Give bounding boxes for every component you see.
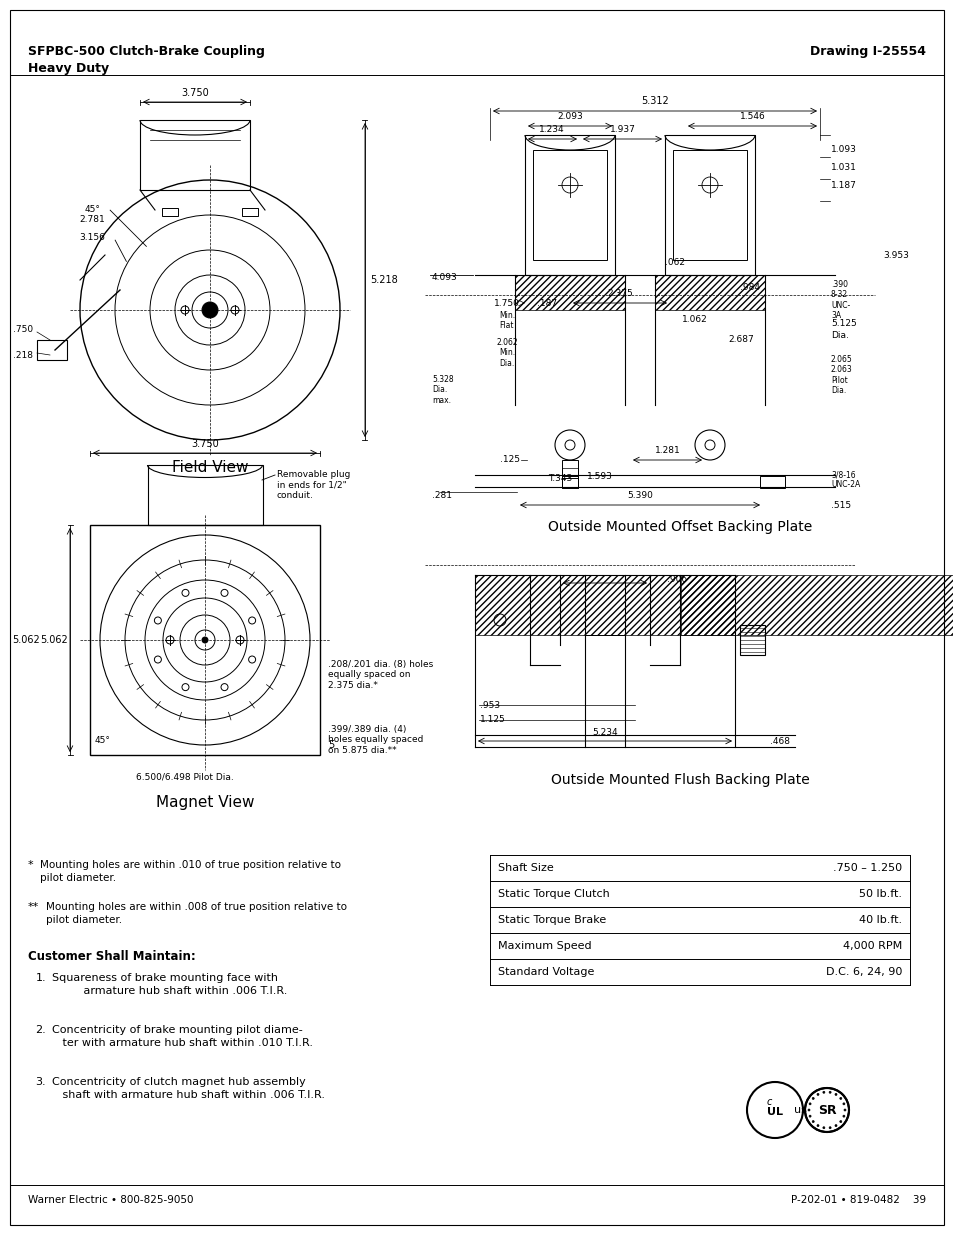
Text: 1.031: 1.031 xyxy=(830,163,856,172)
Circle shape xyxy=(202,637,208,643)
Text: .218: .218 xyxy=(13,351,33,359)
Text: 40 lb.ft.: 40 lb.ft. xyxy=(858,915,901,925)
Text: Field View: Field View xyxy=(172,459,248,475)
Text: .187: .187 xyxy=(537,299,557,308)
Text: Mounting holes are within .008 of true position relative to
pilot diameter.: Mounting holes are within .008 of true p… xyxy=(46,902,347,925)
Bar xyxy=(37,340,67,359)
Text: UL: UL xyxy=(766,1107,782,1116)
Text: Dia.: Dia. xyxy=(830,331,848,340)
Bar xyxy=(140,120,250,190)
Text: 1.750: 1.750 xyxy=(494,299,519,308)
Bar xyxy=(664,135,754,275)
Text: 2.: 2. xyxy=(35,1025,46,1035)
Bar xyxy=(524,135,615,275)
Text: 1.187: 1.187 xyxy=(830,180,856,189)
Text: us: us xyxy=(793,1105,805,1115)
Circle shape xyxy=(822,1092,824,1093)
Text: 1.125: 1.125 xyxy=(479,715,505,725)
Text: Concentricity of clutch magnet hub assembly
   shaft with armature hub shaft wit: Concentricity of clutch magnet hub assem… xyxy=(52,1077,325,1100)
Text: 1.546: 1.546 xyxy=(739,112,764,121)
Circle shape xyxy=(808,1103,810,1105)
Text: .953: .953 xyxy=(479,700,499,709)
Text: 2.093: 2.093 xyxy=(557,112,582,121)
Text: Squareness of brake mounting face with
         armature hub shaft within .006 T: Squareness of brake mounting face with a… xyxy=(52,973,287,997)
Text: .984: .984 xyxy=(740,283,760,291)
Text: .125: .125 xyxy=(499,456,519,464)
Circle shape xyxy=(842,1103,844,1105)
Text: .281: .281 xyxy=(432,490,452,499)
Text: 5.218: 5.218 xyxy=(370,275,397,285)
Text: SR: SR xyxy=(817,1104,836,1116)
Text: SFPBC-500 Clutch-Brake Coupling: SFPBC-500 Clutch-Brake Coupling xyxy=(28,44,265,58)
Bar xyxy=(740,625,764,655)
Circle shape xyxy=(843,1109,845,1112)
Text: 5.125: 5.125 xyxy=(830,319,856,327)
Text: 3.953: 3.953 xyxy=(882,251,908,259)
Circle shape xyxy=(811,1098,813,1099)
Text: 1.937: 1.937 xyxy=(609,125,635,135)
Text: 2.062
Min.
Dia.: 2.062 Min. Dia. xyxy=(496,338,517,368)
Bar xyxy=(672,149,746,261)
Text: D.C. 6, 24, 90: D.C. 6, 24, 90 xyxy=(824,967,901,977)
Text: .390
8-32
UNC-
3A: .390 8-32 UNC- 3A xyxy=(830,280,849,320)
Text: 5.234: 5.234 xyxy=(592,727,618,737)
Circle shape xyxy=(807,1109,809,1112)
Text: 1.281: 1.281 xyxy=(654,446,679,454)
Text: 45°: 45° xyxy=(95,736,111,745)
Circle shape xyxy=(816,1125,818,1126)
Text: .515: .515 xyxy=(830,500,850,510)
Circle shape xyxy=(834,1093,836,1095)
Text: P-202-01 • 819-0482    39: P-202-01 • 819-0482 39 xyxy=(790,1195,925,1205)
Text: .906: .906 xyxy=(666,574,686,583)
Text: 1.: 1. xyxy=(35,973,46,983)
Bar xyxy=(242,207,257,216)
Text: 4,000 RPM: 4,000 RPM xyxy=(841,941,901,951)
Text: Standard Voltage: Standard Voltage xyxy=(497,967,594,977)
Bar xyxy=(533,149,606,261)
Text: 3/8-16
UNC-2A: 3/8-16 UNC-2A xyxy=(830,471,860,489)
Text: 45°: 45° xyxy=(85,205,101,214)
Text: 3.750: 3.750 xyxy=(181,88,209,98)
Text: Shaft Size: Shaft Size xyxy=(497,863,553,873)
Text: .750 – 1.250: .750 – 1.250 xyxy=(832,863,901,873)
Text: 2.375: 2.375 xyxy=(606,289,632,298)
Circle shape xyxy=(839,1120,841,1123)
Text: 5: 5 xyxy=(328,740,334,750)
Bar xyxy=(162,207,178,216)
Bar xyxy=(655,275,764,310)
Text: 5.062: 5.062 xyxy=(12,635,40,645)
Text: Min.: Min. xyxy=(498,310,515,320)
Text: .208/.201 dia. (8) holes
equally spaced on
2.375 dia.*: .208/.201 dia. (8) holes equally spaced … xyxy=(328,659,433,690)
Text: 5.328
Dia.
max.: 5.328 Dia. max. xyxy=(432,375,453,405)
Text: 5.312: 5.312 xyxy=(640,96,668,106)
Text: Static Torque Clutch: Static Torque Clutch xyxy=(497,889,609,899)
Text: 3.156: 3.156 xyxy=(79,233,105,242)
Text: T.343: T.343 xyxy=(547,474,572,483)
Text: Removable plug
in ends for 1/2"
conduit.: Removable plug in ends for 1/2" conduit. xyxy=(276,471,350,500)
Bar xyxy=(680,576,734,635)
Text: Mounting holes are within .010 of true position relative to
pilot diameter.: Mounting holes are within .010 of true p… xyxy=(40,860,340,883)
Text: 50 lb.ft.: 50 lb.ft. xyxy=(858,889,901,899)
Text: Maximum Speed: Maximum Speed xyxy=(497,941,591,951)
Text: 4.093: 4.093 xyxy=(432,273,457,282)
Text: Heavy Duty: Heavy Duty xyxy=(28,62,109,75)
Text: .399/.389 dia. (4)
holes equally spaced
on 5.875 dia.**: .399/.389 dia. (4) holes equally spaced … xyxy=(328,725,423,755)
Text: Flat: Flat xyxy=(499,321,514,330)
Text: 2.781: 2.781 xyxy=(79,215,105,224)
Text: .750: .750 xyxy=(12,326,33,335)
Text: Magnet View: Magnet View xyxy=(155,795,254,810)
Text: 5.390: 5.390 xyxy=(626,492,652,500)
Text: Warner Electric • 800-825-9050: Warner Electric • 800-825-9050 xyxy=(28,1195,193,1205)
Circle shape xyxy=(202,303,218,317)
Text: 3.: 3. xyxy=(35,1077,46,1087)
Text: c: c xyxy=(765,1097,771,1107)
Text: Concentricity of brake mounting pilot diame-
   ter with armature hub shaft with: Concentricity of brake mounting pilot di… xyxy=(52,1025,313,1049)
Circle shape xyxy=(816,1093,818,1095)
Bar xyxy=(561,475,578,488)
Text: .468: .468 xyxy=(769,736,789,746)
Circle shape xyxy=(808,1115,810,1118)
Text: 1.062: 1.062 xyxy=(681,315,707,325)
Bar xyxy=(515,275,624,310)
Text: **: ** xyxy=(28,902,39,911)
Text: 1.593: 1.593 xyxy=(586,472,612,480)
